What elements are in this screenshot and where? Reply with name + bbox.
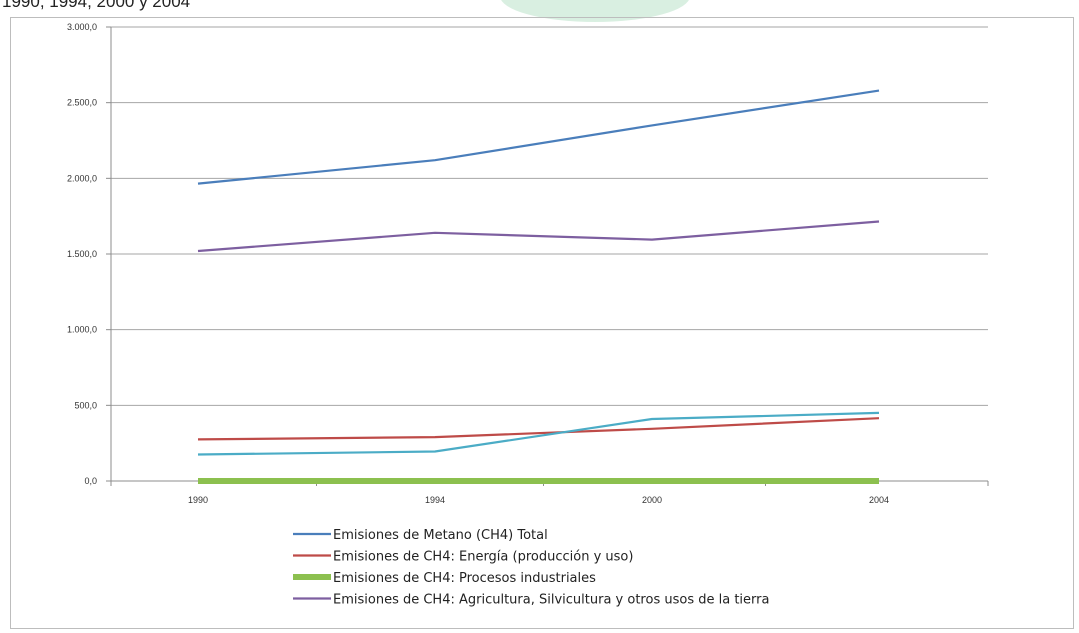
- y-tick-label: 1.000,0: [67, 325, 97, 335]
- y-tick-label: 3.000,0: [67, 22, 97, 32]
- x-tick-label: 2004: [869, 495, 889, 505]
- y-tick-labels: 0,0 500,0 1.000,0 1.500,0 2.000,0 2.500,0 3.00…: [67, 22, 97, 486]
- y-tick-label: 1.500,0: [67, 249, 97, 259]
- axes: [106, 26, 989, 486]
- legend-label: Emisiones de CH4: Agricultura, Silvicult…: [333, 593, 769, 608]
- y-tick-label: 0,0: [84, 476, 97, 486]
- legend: Emisiones de Metano (CH4) Total Emisiones…: [293, 528, 769, 608]
- legend-label: Emisiones de CH4: Energía (producción y …: [333, 550, 633, 565]
- watermark-logo: [500, 0, 690, 22]
- y-tick-label: 2.500,0: [67, 98, 97, 108]
- gridlines: [111, 26, 988, 406]
- legend-label: Emisiones de CH4: Procesos industriales: [333, 571, 596, 586]
- x-tick-label: 2000: [642, 495, 662, 505]
- series-line-0: [197, 89, 880, 185]
- series-line-1: [197, 417, 880, 441]
- y-tick-label: 2.000,0: [67, 173, 97, 183]
- x-tick-labels: 1990 1994 2000 2004: [188, 495, 889, 505]
- chart-frame: [10, 17, 1074, 629]
- y-tick-label: 500,0: [74, 400, 97, 410]
- page-caption: 1990, 1994, 2000 y 2004: [2, 0, 191, 11]
- series-line-3: [197, 220, 880, 253]
- legend-label: Emisiones de Metano (CH4) Total: [333, 528, 548, 543]
- x-tick-label: 1994: [425, 495, 445, 505]
- series-lines: [197, 89, 880, 484]
- x-tick-label: 1990: [188, 495, 208, 505]
- series-line-4: [197, 411, 880, 456]
